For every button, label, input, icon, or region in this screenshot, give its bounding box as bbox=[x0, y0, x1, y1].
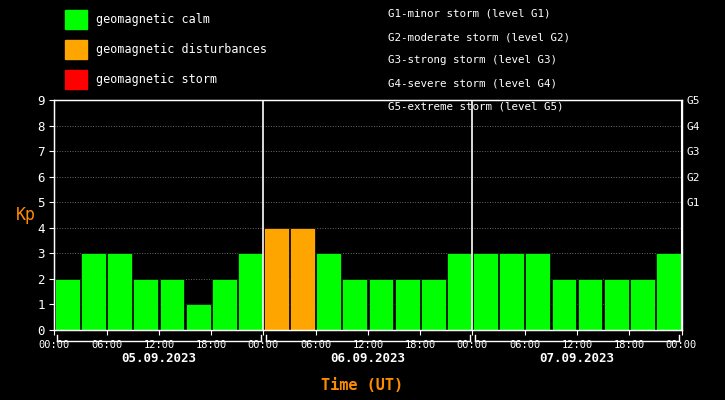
Bar bbox=[212, 279, 236, 330]
Bar bbox=[264, 228, 289, 330]
Text: G3-strong storm (level G3): G3-strong storm (level G3) bbox=[388, 55, 557, 65]
Text: G5-extreme storm (level G5): G5-extreme storm (level G5) bbox=[388, 102, 563, 112]
Text: 06.09.2023: 06.09.2023 bbox=[331, 352, 405, 365]
Bar bbox=[420, 279, 446, 330]
Text: geomagnetic storm: geomagnetic storm bbox=[96, 73, 217, 86]
Bar bbox=[526, 253, 550, 330]
Bar bbox=[368, 279, 394, 330]
Bar bbox=[107, 253, 132, 330]
Bar bbox=[604, 279, 629, 330]
Text: G2-moderate storm (level G2): G2-moderate storm (level G2) bbox=[388, 32, 570, 42]
Text: geomagnetic calm: geomagnetic calm bbox=[96, 13, 210, 26]
Text: 07.09.2023: 07.09.2023 bbox=[539, 352, 615, 365]
Bar bbox=[342, 279, 368, 330]
Bar bbox=[447, 253, 472, 330]
Text: 05.09.2023: 05.09.2023 bbox=[121, 352, 196, 365]
Text: geomagnetic disturbances: geomagnetic disturbances bbox=[96, 43, 267, 56]
Bar bbox=[81, 253, 106, 330]
Bar bbox=[630, 279, 655, 330]
Bar bbox=[656, 253, 681, 330]
Bar bbox=[552, 279, 576, 330]
Text: G1-minor storm (level G1): G1-minor storm (level G1) bbox=[388, 9, 550, 19]
Bar bbox=[186, 304, 210, 330]
Bar bbox=[500, 253, 524, 330]
Bar bbox=[316, 253, 341, 330]
Bar bbox=[238, 253, 262, 330]
Bar bbox=[290, 228, 315, 330]
Y-axis label: Kp: Kp bbox=[16, 206, 36, 224]
Bar bbox=[394, 279, 420, 330]
Bar bbox=[473, 253, 498, 330]
Bar bbox=[160, 279, 184, 330]
Bar bbox=[55, 279, 80, 330]
Bar bbox=[133, 279, 158, 330]
Text: G4-severe storm (level G4): G4-severe storm (level G4) bbox=[388, 78, 557, 88]
Bar bbox=[578, 279, 602, 330]
Text: Time (UT): Time (UT) bbox=[321, 378, 404, 393]
